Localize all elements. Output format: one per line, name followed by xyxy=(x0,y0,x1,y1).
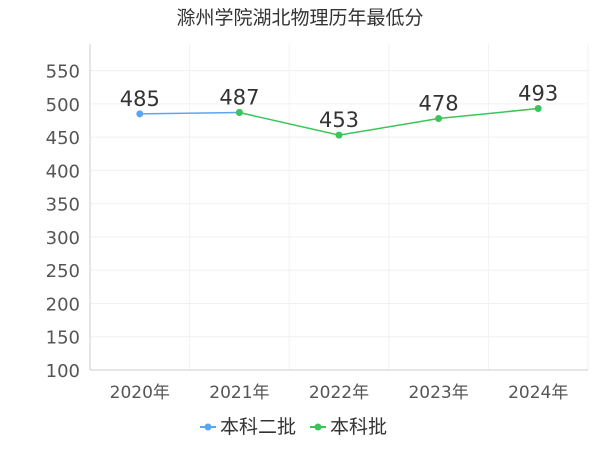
chart-title: 滁州学院湖北物理历年最低分 xyxy=(176,7,423,29)
x-tick-label: 2020年 xyxy=(110,383,170,403)
legend-label: 本科二批 xyxy=(220,416,296,438)
y-tick-label: 450 xyxy=(46,128,80,149)
y-tick-label: 350 xyxy=(46,195,80,216)
y-tick-label: 500 xyxy=(46,95,80,116)
series-line xyxy=(239,107,539,136)
data-label: 478 xyxy=(419,92,459,116)
x-tick-label: 2023年 xyxy=(408,383,468,403)
data-points xyxy=(136,105,542,139)
data-label: 487 xyxy=(219,86,259,110)
data-label: 485 xyxy=(120,87,160,111)
series-line xyxy=(139,111,240,115)
y-tick-label: 100 xyxy=(46,361,80,382)
y-tick-label: 250 xyxy=(46,261,80,282)
legend-label: 本科批 xyxy=(330,416,387,438)
axes: 100 150 200 250 300 350 400 450 500 550 2020年 2021年… xyxy=(46,44,588,403)
data-labels: 485 487 453 478 493 xyxy=(120,82,558,133)
x-tick-label: 2024年 xyxy=(508,383,568,403)
x-tick-label: 2022年 xyxy=(309,383,369,403)
legend-swatch-marker xyxy=(204,423,212,431)
data-point xyxy=(335,131,343,139)
series-lines xyxy=(139,107,539,136)
x-tick-label: 2021年 xyxy=(209,383,269,403)
y-tick-label: 300 xyxy=(46,228,80,249)
data-point xyxy=(136,110,144,118)
legend: 本科二批 本科批 xyxy=(200,416,387,438)
data-point xyxy=(435,115,443,123)
y-tick-label: 550 xyxy=(46,62,80,83)
y-tick-label: 400 xyxy=(46,161,80,182)
y-tick-label: 150 xyxy=(46,328,80,349)
y-tick-label: 200 xyxy=(46,294,80,315)
grid-lines xyxy=(89,44,589,371)
data-label: 453 xyxy=(319,108,359,132)
data-label: 493 xyxy=(518,82,558,106)
data-point xyxy=(235,109,243,117)
legend-swatch-marker xyxy=(314,423,322,431)
data-point xyxy=(534,105,542,113)
